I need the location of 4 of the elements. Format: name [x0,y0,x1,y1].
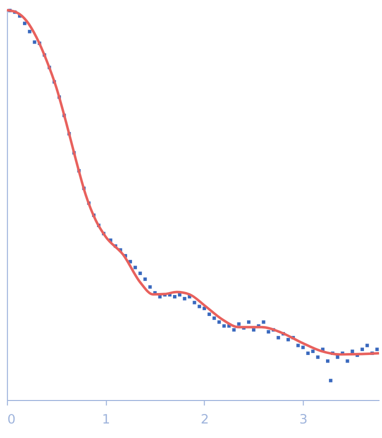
x-tick-label: 2 [200,412,209,428]
x-tick-label: 3 [299,412,308,428]
x-tick-label: 1 [102,412,110,428]
x-tick-label: 0 [7,412,16,428]
